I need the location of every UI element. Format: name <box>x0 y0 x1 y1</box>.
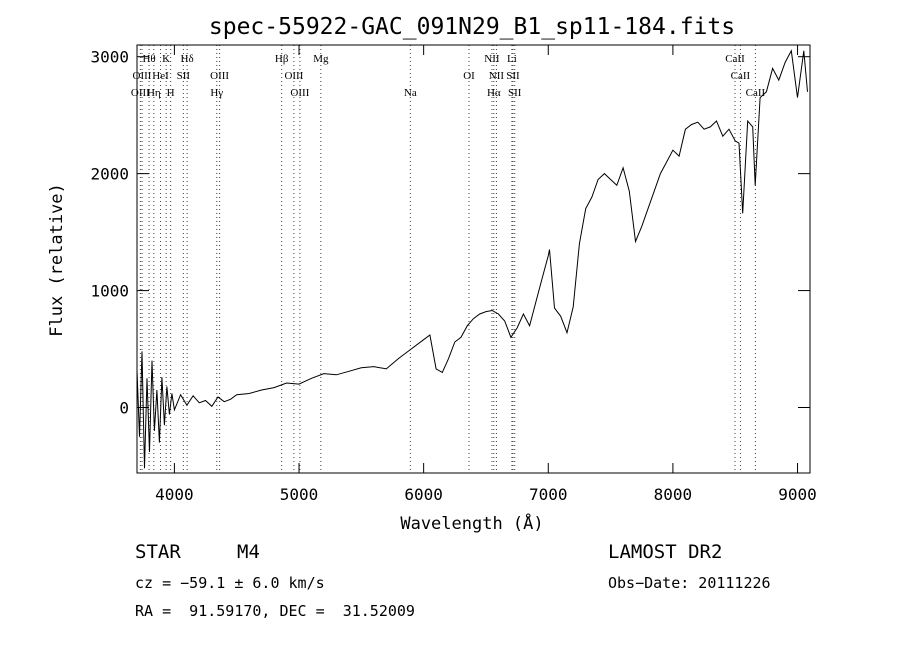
x-axis-label: Wavelength (Å) <box>400 512 543 534</box>
line-marker-label: K <box>162 53 170 65</box>
line-marker-label: CaII <box>725 53 745 65</box>
coordinates-text: RA = 91.59170, DEC = 31.52009 <box>135 602 415 620</box>
line-marker-lines <box>139 45 756 473</box>
line-marker-label: Hδ <box>181 53 194 65</box>
object-type: STAR <box>135 541 181 563</box>
y-tick-label: 1000 <box>90 282 129 301</box>
line-marker-label: Hγ <box>210 87 223 99</box>
object-subclass: M4 <box>237 541 260 563</box>
x-tick-label: 7000 <box>529 485 568 504</box>
y-axis-ticks: 0 1000 2000 3000 <box>90 48 810 418</box>
obs-date-text: Obs−Date: 20111226 <box>608 574 771 592</box>
y-tick-label: 0 <box>119 399 129 418</box>
chart-title: spec-55922-GAC_091N29_B1_sp11-184.fits <box>209 14 735 40</box>
line-marker-label: Hθ <box>142 53 155 65</box>
redshift-text: cz = −59.1 ± 6.0 km/s <box>135 574 325 592</box>
plot-frame <box>136 44 811 474</box>
x-tick-label: 8000 <box>654 485 693 504</box>
line-marker-label: OI <box>463 70 475 82</box>
x-tick-label: 5000 <box>280 485 319 504</box>
y-tick-label: 2000 <box>90 165 129 184</box>
line-marker-label: Li <box>507 53 517 65</box>
y-axis-label: Flux (relative) <box>47 183 67 337</box>
line-marker-label: OIII <box>290 87 309 99</box>
x-tick-label: 4000 <box>155 485 194 504</box>
y-tick-label: 3000 <box>90 48 129 67</box>
line-marker-label: Hη <box>147 87 161 99</box>
line-marker-label: OIII <box>210 70 229 82</box>
line-marker-label: CaII <box>731 70 751 82</box>
line-marker-label: OIII <box>284 70 303 82</box>
line-marker-label: SII <box>177 70 191 82</box>
line-marker-label: CaII <box>746 87 766 99</box>
line-marker-label: NII <box>484 53 500 65</box>
line-marker-label: Hβ <box>275 53 289 65</box>
x-tick-label: 9000 <box>778 485 817 504</box>
spectrum-line <box>136 49 808 469</box>
line-marker-label: Na <box>404 87 417 99</box>
line-marker-label: HeI <box>152 70 169 82</box>
survey-name: LAMOST DR2 <box>608 541 723 563</box>
line-marker-label: OIII <box>131 87 150 99</box>
line-marker-label: H <box>167 87 175 99</box>
line-marker-label: SII <box>508 87 522 99</box>
line-marker-label: OIII <box>133 70 152 82</box>
line-marker-label: Mg <box>313 53 329 65</box>
line-marker-label: Hα <box>487 87 501 99</box>
line-marker-label: SII <box>506 70 520 82</box>
x-tick-label: 6000 <box>404 485 443 504</box>
x-axis-ticks: 4000 5000 6000 7000 8000 9000 <box>155 45 817 504</box>
line-marker-label: NII <box>489 70 505 82</box>
